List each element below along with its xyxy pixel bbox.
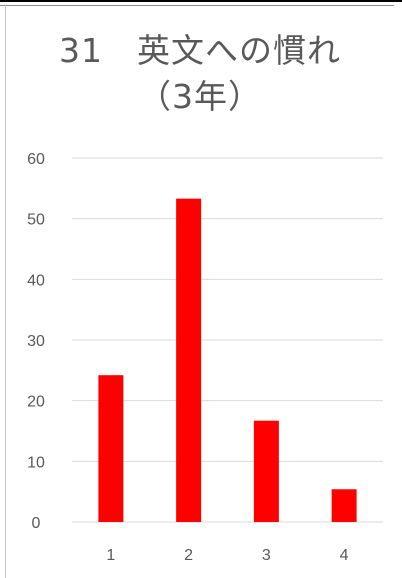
- x-tick-label: 4: [340, 547, 349, 564]
- bar: [176, 198, 202, 522]
- y-tick-label: 50: [27, 212, 45, 229]
- y-tick-label: 40: [27, 272, 45, 289]
- bar: [253, 420, 279, 522]
- bar: [98, 375, 124, 522]
- y-tick-label: 20: [27, 394, 45, 411]
- frame-inner-border: [0, 5, 394, 6]
- x-tick-label: 1: [106, 547, 115, 564]
- x-tick-label: 2: [184, 547, 193, 564]
- x-tick-label: 3: [262, 547, 271, 564]
- bar: [331, 489, 357, 522]
- y-tick-label: 10: [27, 454, 45, 471]
- frame-left-border: [5, 5, 6, 578]
- chart-title: 31 英文への慣れ （3年）: [59, 31, 341, 116]
- frame-top-border: [0, 0, 402, 2]
- y-tick-label: 60: [27, 151, 45, 168]
- y-tick-label: 0: [32, 515, 41, 532]
- y-tick-label: 30: [27, 333, 45, 350]
